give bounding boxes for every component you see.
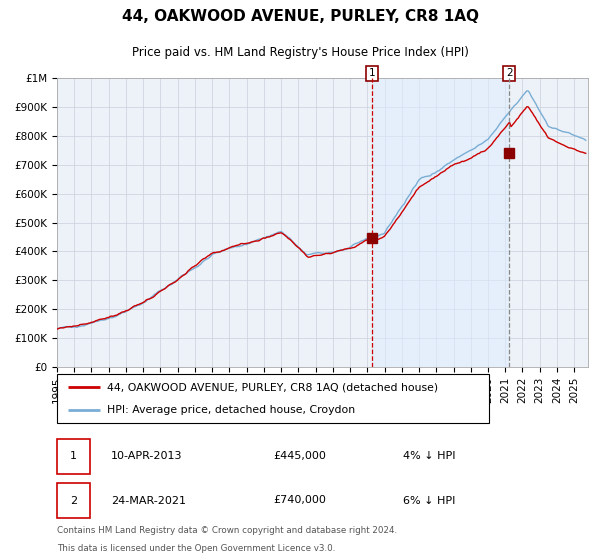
Text: £740,000: £740,000 [273, 496, 326, 506]
Text: £445,000: £445,000 [273, 451, 326, 461]
Text: 1: 1 [368, 68, 375, 78]
Text: 24-MAR-2021: 24-MAR-2021 [111, 496, 186, 506]
FancyBboxPatch shape [57, 483, 91, 518]
Text: 44, OAKWOOD AVENUE, PURLEY, CR8 1AQ (detached house): 44, OAKWOOD AVENUE, PURLEY, CR8 1AQ (det… [107, 382, 438, 393]
Bar [372, 78, 509, 367]
Text: 6% ↓ HPI: 6% ↓ HPI [403, 496, 455, 506]
Text: 2: 2 [506, 68, 512, 78]
Text: HPI: Average price, detached house, Croydon: HPI: Average price, detached house, Croy… [107, 405, 355, 415]
Text: This data is licensed under the Open Government Licence v3.0.: This data is licensed under the Open Gov… [57, 544, 335, 553]
Text: 2: 2 [70, 496, 77, 506]
FancyBboxPatch shape [57, 438, 91, 474]
FancyBboxPatch shape [57, 374, 489, 423]
Text: 1: 1 [70, 451, 77, 461]
Text: 4% ↓ HPI: 4% ↓ HPI [403, 451, 455, 461]
Text: Contains HM Land Registry data © Crown copyright and database right 2024.: Contains HM Land Registry data © Crown c… [57, 526, 397, 535]
Text: 10-APR-2013: 10-APR-2013 [111, 451, 182, 461]
Text: Price paid vs. HM Land Registry's House Price Index (HPI): Price paid vs. HM Land Registry's House … [131, 46, 469, 59]
Text: 44, OAKWOOD AVENUE, PURLEY, CR8 1AQ: 44, OAKWOOD AVENUE, PURLEY, CR8 1AQ [121, 8, 479, 24]
